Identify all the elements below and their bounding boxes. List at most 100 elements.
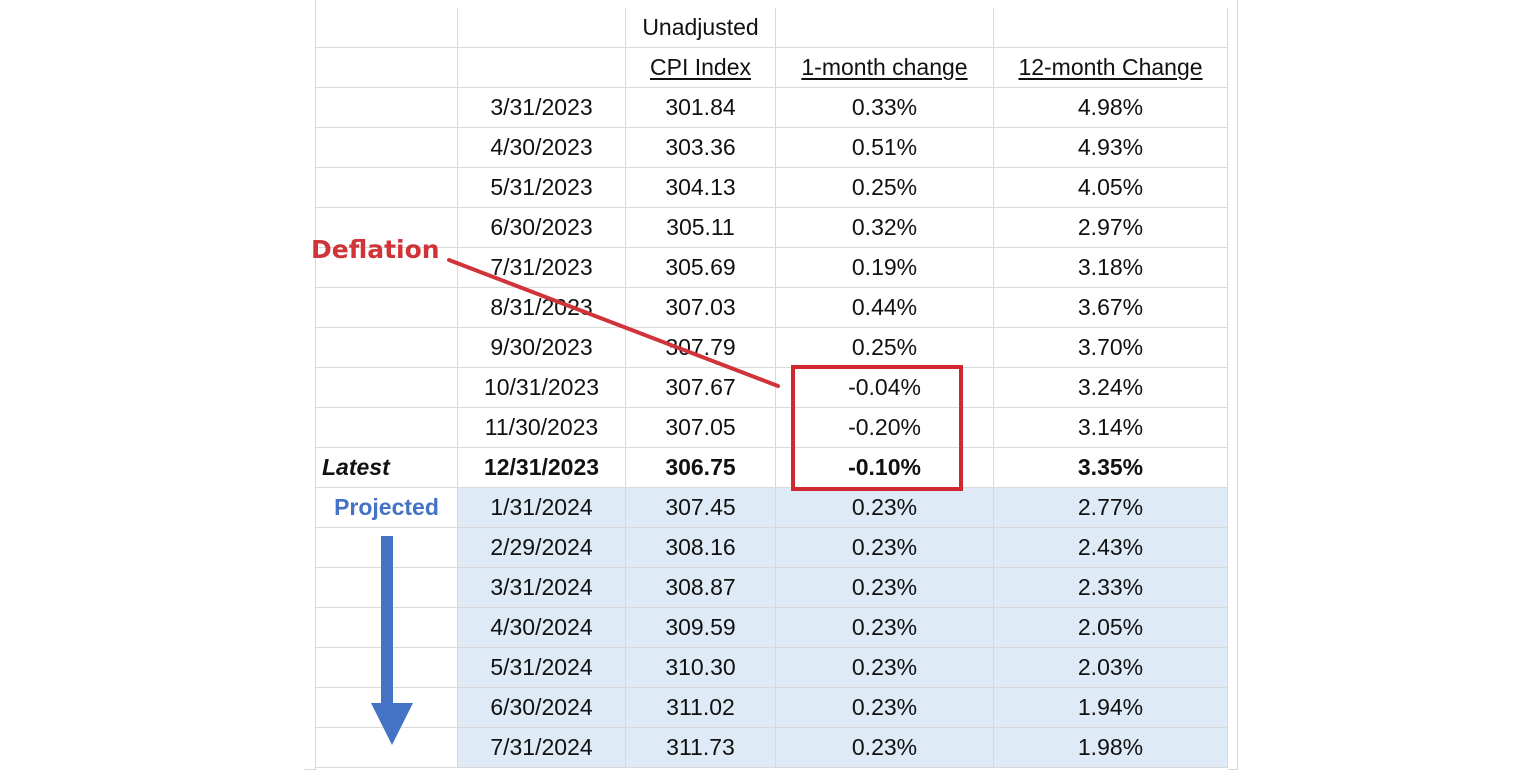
cell-12-month-change-text: 2.05% — [1077, 614, 1144, 640]
row-label-empty — [316, 288, 458, 328]
cell-cpi-text: 307.03 — [665, 294, 736, 320]
cell-date-text: 7/31/2023 — [490, 254, 593, 280]
cell-date: 5/31/2024 — [458, 648, 626, 688]
cell-cpi-text: 307.05 — [665, 414, 736, 440]
cell-date: 12/31/2023 — [458, 448, 626, 488]
cell-cpi-text: 309.59 — [665, 614, 736, 640]
cell-date: 7/31/2024 — [458, 728, 626, 768]
row-label-empty — [316, 648, 458, 688]
cell-cpi: 301.84 — [626, 88, 776, 128]
cell-1-month-change-text: 0.23% — [851, 534, 918, 560]
cell-12-month-change: 3.14% — [994, 408, 1228, 448]
cell-12-month-change: 2.43% — [994, 528, 1228, 568]
cell-1-month-change-text: 0.23% — [851, 614, 918, 640]
label-projected-text: Projected — [334, 494, 439, 520]
cell-1-month-change-text: 0.19% — [851, 254, 918, 280]
cell-1-month-change: 0.23% — [776, 728, 994, 768]
row-label-empty — [316, 88, 458, 128]
cell-1-month-change: 0.33% — [776, 88, 994, 128]
cell-cpi: 310.30 — [626, 648, 776, 688]
row-label-empty — [316, 168, 458, 208]
cell-12-month-change: 4.93% — [994, 128, 1228, 168]
cell-cpi: 308.87 — [626, 568, 776, 608]
cell-12-month-change-text: 3.67% — [1077, 294, 1144, 320]
cell-cpi-text: 308.16 — [665, 534, 736, 560]
row-label-empty — [316, 528, 458, 568]
cell-12-month-change-text: 3.35% — [1077, 454, 1144, 480]
cell-12-month-change: 4.05% — [994, 168, 1228, 208]
header-empty-f — [458, 48, 626, 88]
cell-12-month-change: 2.77% — [994, 488, 1228, 528]
header-empty-a — [316, 8, 458, 48]
cell-date-text: 2/29/2024 — [490, 534, 593, 560]
cell-cpi: 306.75 — [626, 448, 776, 488]
cell-1-month-change-text: 0.23% — [851, 574, 918, 600]
cell-date: 10/31/2023 — [458, 368, 626, 408]
cell-1-month-change: 0.23% — [776, 488, 994, 528]
cell-date-text: 4/30/2023 — [490, 134, 593, 160]
cell-12-month-change-text: 3.70% — [1077, 334, 1144, 360]
cell-cpi-text: 304.13 — [665, 174, 736, 200]
label-latest: Latest — [316, 448, 458, 488]
cell-date: 3/31/2024 — [458, 568, 626, 608]
cell-cpi: 307.05 — [626, 408, 776, 448]
row-label-empty — [316, 568, 458, 608]
cell-cpi-text: 308.87 — [665, 574, 736, 600]
cell-12-month-change-text: 4.05% — [1077, 174, 1144, 200]
cell-1-month-change-text: 0.23% — [851, 494, 918, 520]
cell-1-month-change: 0.23% — [776, 688, 994, 728]
cell-1-month-change: 0.23% — [776, 608, 994, 648]
cell-cpi-text: 301.84 — [665, 94, 736, 120]
label-latest-text: Latest — [322, 454, 390, 480]
header-cpi-line1-text: Unadjusted — [642, 14, 759, 40]
row-label-empty — [316, 328, 458, 368]
row-label-empty — [316, 128, 458, 168]
cell-1-month-change-text: 0.23% — [851, 654, 918, 680]
cell-date-text: 9/30/2023 — [490, 334, 593, 360]
cell-cpi: 304.13 — [626, 168, 776, 208]
header-cpi-line1: Unadjusted — [626, 8, 776, 48]
cell-12-month-change-text: 2.33% — [1077, 574, 1144, 600]
cell-1-month-change-text: -0.20% — [848, 414, 921, 440]
cell-cpi: 309.59 — [626, 608, 776, 648]
cell-date: 6/30/2024 — [458, 688, 626, 728]
row-label-empty — [316, 728, 458, 768]
cell-cpi: 311.73 — [626, 728, 776, 768]
row-label-empty — [316, 688, 458, 728]
cell-1-month-change-text: -0.10% — [848, 454, 921, 480]
cell-date-text: 6/30/2023 — [490, 214, 593, 240]
cell-1-month-change-text: 0.44% — [851, 294, 918, 320]
cell-12-month-change: 3.18% — [994, 248, 1228, 288]
cell-1-month-change: 0.25% — [776, 168, 994, 208]
cell-12-month-change: 3.70% — [994, 328, 1228, 368]
label-projected: Projected — [316, 488, 458, 528]
cell-date: 7/31/2023 — [458, 248, 626, 288]
cell-12-month-change-text: 4.98% — [1077, 94, 1144, 120]
row-label-empty — [316, 608, 458, 648]
cell-1-month-change: 0.19% — [776, 248, 994, 288]
cell-12-month-change-text: 1.94% — [1077, 694, 1144, 720]
cell-cpi: 307.79 — [626, 328, 776, 368]
grid-left-gutter — [304, 0, 316, 770]
cell-cpi-text: 311.73 — [666, 734, 735, 760]
cell-1-month-change: 0.44% — [776, 288, 994, 328]
cell-cpi-text: 305.11 — [666, 214, 735, 240]
cell-12-month-change: 3.35% — [994, 448, 1228, 488]
cell-date: 2/29/2024 — [458, 528, 626, 568]
cell-1-month-change: 0.23% — [776, 648, 994, 688]
cell-cpi: 308.16 — [626, 528, 776, 568]
cell-12-month-change-text: 1.98% — [1077, 734, 1144, 760]
cell-12-month-change: 4.98% — [994, 88, 1228, 128]
row-label-empty — [316, 408, 458, 448]
cell-date-text: 10/31/2023 — [483, 374, 600, 400]
header-empty-d — [994, 8, 1228, 48]
cell-date-text: 5/31/2024 — [490, 654, 593, 680]
header-1-month-change-text: 1-month change — [801, 54, 968, 80]
cell-12-month-change: 3.67% — [994, 288, 1228, 328]
cell-1-month-change-text: 0.51% — [851, 134, 918, 160]
cell-cpi-text: 307.67 — [665, 374, 736, 400]
cell-date: 9/30/2023 — [458, 328, 626, 368]
cell-12-month-change: 1.94% — [994, 688, 1228, 728]
cell-1-month-change: 0.32% — [776, 208, 994, 248]
